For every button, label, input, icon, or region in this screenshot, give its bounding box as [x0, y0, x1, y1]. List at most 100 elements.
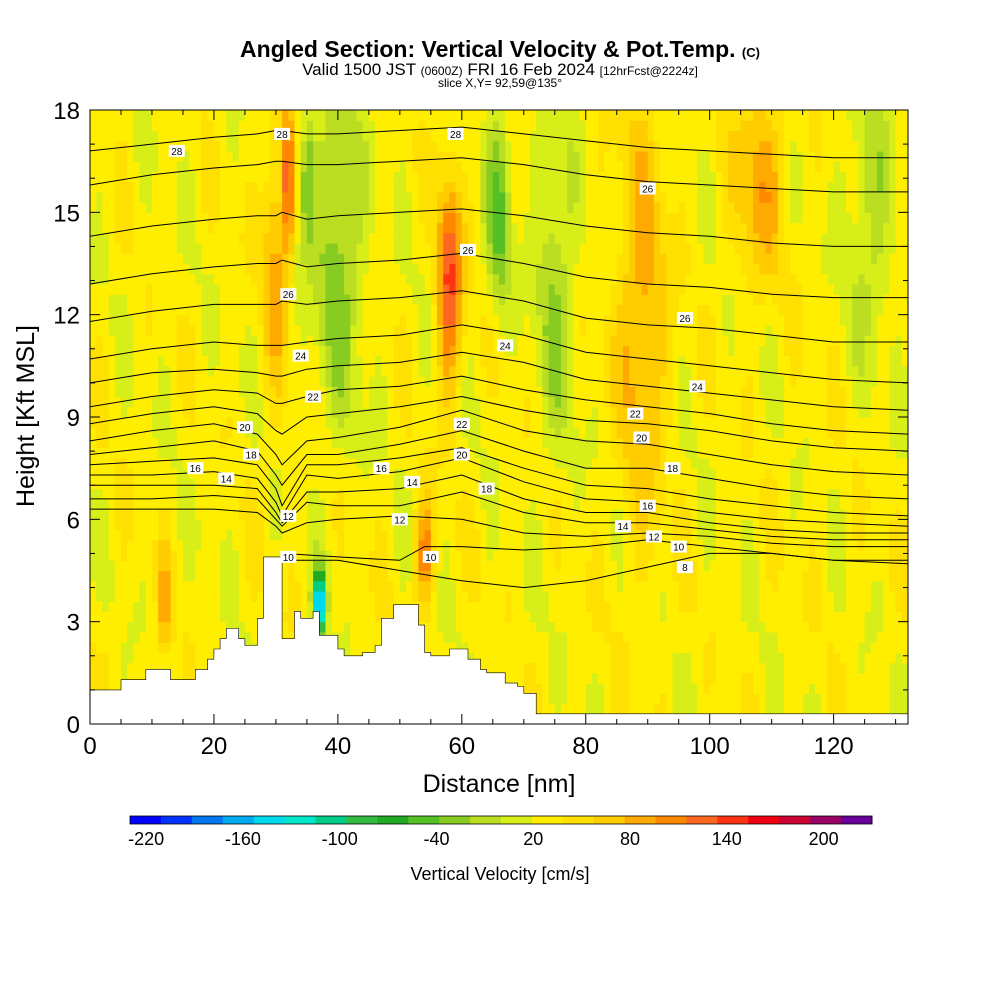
- velocity-cell: [505, 376, 512, 387]
- velocity-cell: [331, 365, 339, 377]
- velocity-cell: [238, 457, 246, 469]
- velocity-cell: [269, 447, 277, 459]
- velocity-cell: [344, 529, 351, 541]
- velocity-cell: [505, 560, 512, 572]
- velocity-cell: [381, 294, 389, 306]
- velocity-cell: [548, 488, 556, 500]
- velocity-cell: [505, 324, 512, 336]
- velocity-cell: [486, 304, 494, 316]
- velocity-cell: [591, 509, 599, 520]
- velocity-cell: [96, 590, 103, 602]
- velocity-cell: [288, 539, 296, 551]
- velocity-cell: [195, 590, 203, 602]
- velocity-cell: [151, 335, 159, 346]
- velocity-cell: [461, 140, 469, 152]
- velocity-cell: [220, 590, 227, 602]
- velocity-cell: [158, 529, 165, 541]
- velocity-cell: [375, 314, 382, 326]
- velocity-cell: [133, 222, 141, 234]
- velocity-cell: [213, 560, 221, 572]
- velocity-cell: [375, 478, 382, 490]
- velocity-cell: [536, 560, 543, 572]
- velocity-cell: [263, 253, 271, 265]
- velocity-cell: [406, 529, 413, 541]
- velocity-cell: [468, 253, 475, 265]
- velocity-cell: [381, 243, 389, 254]
- velocity-cell: [176, 396, 184, 408]
- velocity-cell: [114, 427, 122, 439]
- velocity-cell: [443, 631, 451, 643]
- velocity-cell: [294, 386, 302, 398]
- velocity-cell: [536, 417, 543, 428]
- velocity-cell: [486, 202, 494, 213]
- velocity-cell: [139, 181, 147, 193]
- velocity-cell: [560, 478, 568, 490]
- velocity-cell: [244, 570, 252, 582]
- velocity-cell: [232, 171, 240, 183]
- velocity-cell: [449, 335, 457, 346]
- velocity-cell: [263, 509, 271, 520]
- velocity-cell: [492, 611, 500, 623]
- velocity-cell: [189, 191, 196, 203]
- velocity-cell: [511, 498, 519, 510]
- velocity-cell: [406, 345, 413, 357]
- velocity-cell: [300, 304, 308, 316]
- velocity-cell: [257, 519, 265, 531]
- velocity-cell: [480, 150, 488, 162]
- velocity-cell: [139, 253, 147, 265]
- velocity-cell: [573, 376, 581, 387]
- velocity-cell: [412, 580, 420, 592]
- velocity-cell: [455, 202, 463, 213]
- velocity-cell: [90, 110, 97, 121]
- velocity-cell: [226, 519, 234, 531]
- velocity-cell: [424, 529, 432, 541]
- velocity-cell: [554, 580, 562, 592]
- velocity-cell: [517, 652, 525, 664]
- velocity-cell: [560, 202, 568, 213]
- velocity-cell: [406, 498, 413, 510]
- velocity-cell: [201, 611, 209, 623]
- velocity-cell: [170, 478, 178, 490]
- velocity-cell: [418, 570, 426, 582]
- velocity-cell: [381, 488, 389, 500]
- velocity-cell: [437, 120, 444, 132]
- velocity-cell: [226, 560, 234, 572]
- velocity-cell: [133, 498, 141, 510]
- velocity-cell: [350, 243, 358, 254]
- velocity-cell: [517, 498, 525, 510]
- velocity-cell: [523, 283, 531, 295]
- velocity-cell: [170, 130, 178, 142]
- velocity-cell: [505, 222, 512, 234]
- velocity-cell: [337, 539, 345, 551]
- velocity-cell: [591, 611, 599, 623]
- velocity-cell: [182, 550, 190, 561]
- velocity-cell: [170, 263, 178, 275]
- velocity-cell: [319, 468, 327, 479]
- velocity-cell: [213, 181, 221, 193]
- velocity-cell: [133, 417, 141, 428]
- velocity-cell: [139, 611, 147, 623]
- velocity-cell: [486, 498, 494, 510]
- velocity-cell: [585, 273, 593, 285]
- velocity-cell: [387, 191, 395, 203]
- velocity-cell: [319, 417, 327, 428]
- velocity-cell: [151, 283, 159, 295]
- velocity-cell: [486, 212, 494, 224]
- velocity-cell: [548, 314, 556, 326]
- velocity-cell: [102, 457, 110, 469]
- velocity-cell: [399, 110, 407, 121]
- velocity-cell: [406, 212, 413, 224]
- velocity-cell: [468, 519, 475, 531]
- velocity-cell: [560, 631, 568, 643]
- velocity-cell: [356, 580, 364, 592]
- velocity-cell: [387, 539, 395, 551]
- velocity-cell: [189, 417, 196, 428]
- velocity-cell: [567, 580, 574, 592]
- velocity-cell: [313, 539, 320, 551]
- velocity-cell: [158, 560, 165, 572]
- velocity-cell: [319, 590, 327, 602]
- velocity-cell: [263, 468, 271, 479]
- velocity-cell: [492, 447, 500, 459]
- velocity-cell: [554, 314, 562, 326]
- velocity-cell: [176, 519, 184, 531]
